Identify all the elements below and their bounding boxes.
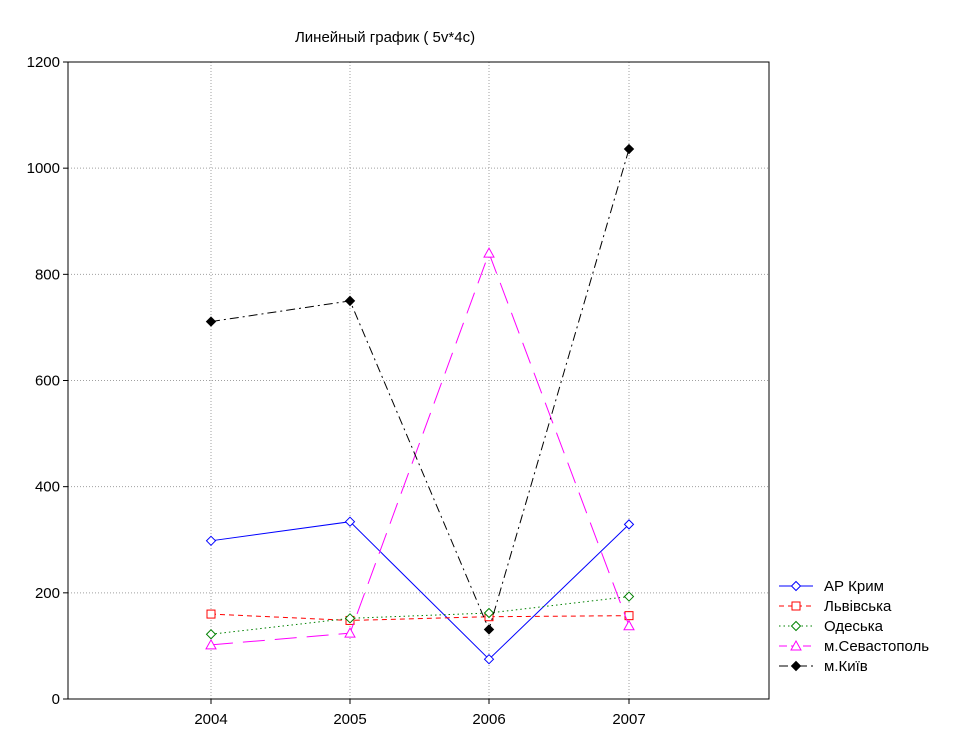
legend: АР Крим Львівська Одеська м.Севастополь м.Ки… — [779, 578, 929, 675]
legend-item: м.Севастополь — [779, 638, 929, 655]
series-line — [210, 613, 630, 621]
y-tick-label: 400 — [35, 479, 60, 496]
legend-label: Одеська — [824, 618, 884, 635]
series-line — [210, 521, 630, 660]
series-layer — [205, 143, 635, 665]
data-point — [206, 609, 216, 619]
series-4 — [205, 247, 635, 650]
series-line — [210, 251, 630, 646]
legend-marker — [790, 660, 802, 672]
axes: 0 200 400 600 800 1000 1200 2004 2005 2006 2007 — [27, 54, 646, 728]
chart-title: Линейный график ( 5v*4c) — [295, 29, 475, 46]
legend-marker — [790, 639, 802, 651]
legend-label: Львівська — [824, 598, 892, 615]
data-point — [344, 613, 356, 624]
series-1 — [205, 516, 635, 665]
data-point — [344, 627, 356, 638]
data-point — [205, 316, 217, 327]
legend-item: м.Київ — [779, 658, 868, 675]
data-point — [483, 247, 495, 258]
data-point — [623, 519, 635, 530]
plot-area — [68, 62, 769, 699]
legend-item: АР Крим — [779, 578, 884, 595]
data-point — [623, 143, 635, 155]
y-tick-label: 800 — [35, 266, 60, 283]
legend-marker — [790, 620, 802, 632]
legend-marker — [791, 601, 801, 611]
data-point — [623, 619, 635, 631]
series-3 — [205, 591, 635, 640]
y-tick-label: 0 — [52, 691, 60, 708]
series-line — [210, 148, 630, 631]
data-point — [483, 653, 495, 665]
y-tick-label: 600 — [35, 373, 60, 390]
data-point — [483, 624, 495, 635]
x-tick-label: 2005 — [333, 711, 366, 728]
data-point — [205, 629, 217, 640]
y-tick-label: 200 — [35, 585, 60, 602]
data-point — [623, 591, 635, 602]
data-point — [344, 516, 356, 527]
x-tick-label: 2007 — [612, 711, 645, 728]
legend-item: Одеська — [779, 618, 884, 635]
series-5 — [205, 143, 635, 635]
legend-marker — [790, 580, 802, 592]
x-tick-label: 2004 — [194, 711, 227, 728]
data-point — [483, 607, 495, 619]
data-point — [205, 535, 217, 547]
legend-label: м.Севастополь — [824, 638, 929, 655]
data-point — [344, 295, 356, 307]
legend-item: Львівська — [779, 598, 892, 615]
legend-label: м.Київ — [824, 658, 868, 675]
grid — [68, 62, 769, 699]
x-tick-label: 2006 — [472, 711, 505, 728]
legend-label: АР Крим — [824, 578, 884, 595]
data-point — [205, 638, 217, 650]
y-tick-label: 1000 — [27, 160, 60, 177]
y-tick-label: 1200 — [27, 54, 60, 71]
